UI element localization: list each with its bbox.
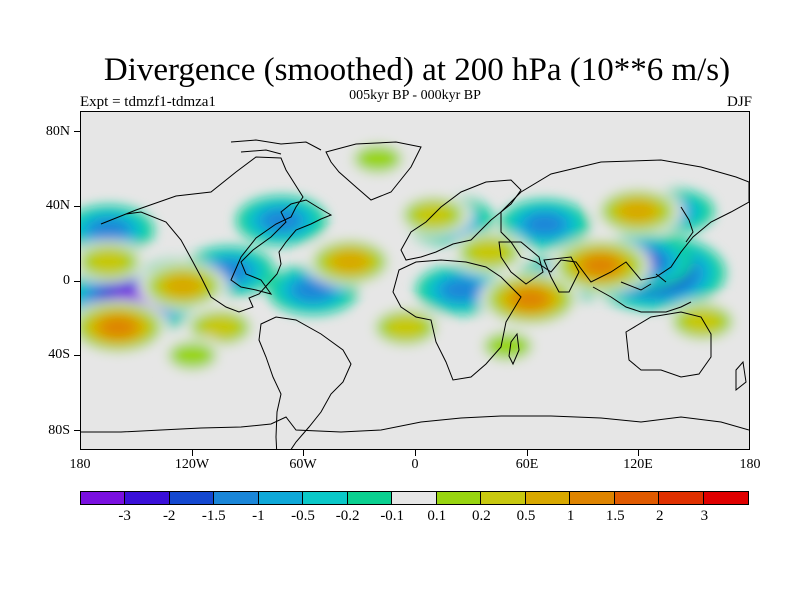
coastline-australia: [625, 311, 712, 378]
lon-label-120w: 120W: [174, 457, 210, 472]
colorbar-label-6: -0.1: [380, 508, 405, 524]
colorbar-box-7: [392, 492, 437, 504]
colorbar-label-1: -2: [162, 508, 176, 524]
lat-label-40n: 40N: [45, 198, 70, 213]
anomaly-26-level-1: [484, 332, 532, 360]
colorbar-label-5: -0.2: [335, 508, 360, 524]
colorbar-box-10: [525, 492, 571, 504]
lon-tick-120w: [192, 450, 193, 456]
coastline-arctic-islands: [230, 139, 322, 155]
lat-tick-40n: [74, 206, 80, 207]
anomaly-22-level-2: [682, 310, 723, 334]
lat-label-0: 0: [63, 273, 70, 288]
colorbar-label-9: 0.5: [516, 508, 536, 524]
colorbar-label-4: -0.5: [291, 508, 315, 524]
lon-tick-120e: [638, 450, 639, 456]
coastline-south-america: [258, 316, 352, 449]
colorbar-box-4: [258, 492, 304, 504]
lat-tick-40s: [74, 355, 80, 356]
colorbar-box-11: [570, 492, 615, 504]
plot-title: Divergence (smoothed) at 200 hPa (10**6 …: [103, 52, 731, 88]
lon-label-120e: 120E: [623, 457, 653, 472]
plot-subtitle: 005kyr BP - 000kyr BP: [349, 88, 481, 103]
colorbar-box-9: [481, 492, 526, 504]
map-panel: [80, 111, 750, 450]
colorbar: [80, 491, 749, 505]
lon-tick-60w: [303, 450, 304, 456]
lon-tick-0: [415, 450, 416, 456]
lat-label-40s: 40S: [48, 347, 70, 362]
colorbar-box-0: [81, 492, 126, 504]
anomaly-23-level-2: [199, 315, 241, 339]
coastline-greenland: [325, 141, 422, 201]
lon-label-60w: 60W: [289, 457, 317, 472]
map-svg: [81, 139, 749, 449]
anomaly-18-level-4: [582, 255, 619, 277]
lat-tick-80s: [74, 430, 80, 431]
lat-tick-0: [74, 281, 80, 282]
lon-label-180e: 180: [739, 457, 761, 472]
anomaly-17-level-3: [618, 200, 657, 223]
lon-label-180w: 180: [69, 457, 91, 472]
colorbar-label-3: -1: [252, 508, 265, 524]
colorbar-box-5: [303, 492, 348, 504]
anomaly-10-level-3: [442, 278, 481, 301]
coastline-north-america: [100, 156, 333, 313]
anomaly-27-level-1: [168, 341, 217, 369]
anomaly-19-level-4: [511, 288, 549, 310]
coastline-africa: [392, 259, 522, 381]
lat-tick-80n: [74, 131, 80, 132]
season-label: DJF: [726, 94, 752, 110]
coastline-indonesia: [592, 273, 692, 313]
colorbar-box-2: [169, 492, 215, 504]
anomaly-13-level-4: [99, 316, 137, 338]
coastlines: [81, 139, 749, 449]
coastline-antarctica: [81, 415, 749, 433]
divergence-field: [81, 139, 742, 376]
colorbar-box-1: [125, 492, 170, 504]
anomaly-3-level-3: [89, 219, 128, 241]
colorbar-label-10: 1: [566, 508, 575, 524]
lon-tick-60e: [527, 450, 528, 456]
anomaly-20-level-2: [88, 250, 130, 274]
lon-label-60e: 60E: [515, 457, 539, 472]
coastline-new-zealand: [735, 360, 747, 392]
colorbar-label-11: 1.5: [605, 508, 625, 524]
colorbar-label-12: 2: [656, 508, 664, 524]
anomaly-24-level-1: [354, 145, 402, 173]
coastline-madagascar: [508, 332, 520, 366]
anomaly-4-level-3: [262, 209, 301, 232]
colorbar-label-2: -1.5: [201, 508, 226, 524]
colorbar-label-0: -3: [118, 508, 131, 524]
coastline-india: [543, 256, 580, 293]
colorbar-label-8: 0.2: [472, 508, 491, 524]
anomaly-7-level-3: [525, 213, 564, 236]
colorbar-label-13: 3: [700, 508, 709, 524]
colorbar-label-7: 0.1: [427, 508, 447, 524]
anomaly-9-level-3: [293, 278, 332, 301]
anomaly-15-level-3: [331, 250, 370, 273]
anomaly-14-level-3: [164, 275, 203, 298]
colorbar-box-3: [214, 492, 259, 504]
colorbar-box-13: [659, 492, 704, 504]
experiment-label: Expt = tdmzf1-tdmza1: [80, 94, 216, 110]
colorbar-box-8: [436, 492, 482, 504]
colorbar-box-12: [614, 492, 660, 504]
lat-label-80n: 80N: [45, 124, 70, 139]
coastline-europe: [400, 179, 522, 261]
coastline-japan: [680, 206, 694, 243]
colorbar-box-6: [347, 492, 393, 504]
coastline-arabia: [498, 241, 544, 285]
colorbar-box-14: [703, 492, 749, 504]
anomaly-21-level-2: [385, 315, 426, 339]
lat-label-80s: 80S: [48, 423, 70, 438]
lon-label-0: 0: [411, 457, 419, 472]
